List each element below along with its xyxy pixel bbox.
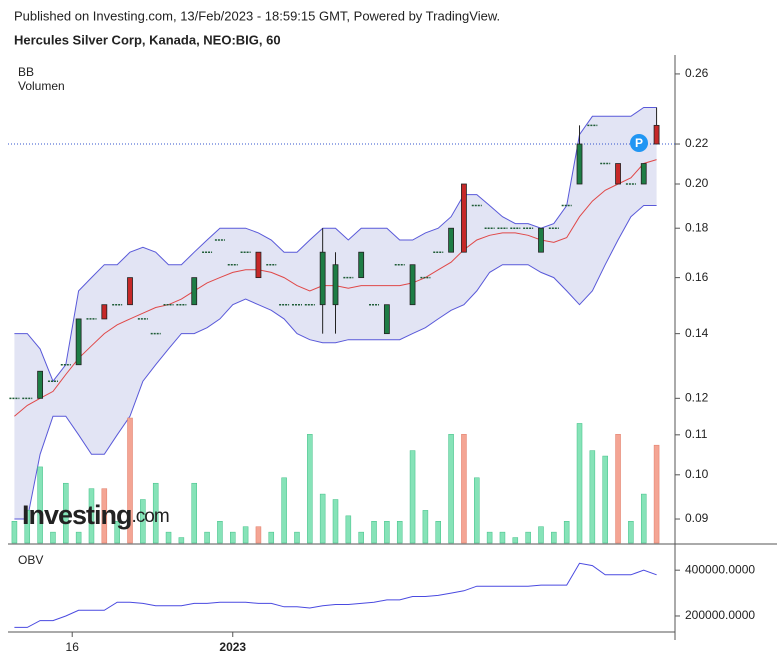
volume-bar — [384, 521, 390, 544]
legend-obv: OBV — [18, 553, 43, 567]
y-tick-label: 0.16 — [685, 270, 709, 284]
volume-bar — [88, 488, 95, 544]
volume-bar — [640, 493, 647, 544]
bb-lower — [14, 205, 657, 520]
legend-bb: BB — [18, 65, 34, 79]
volume-bar — [525, 531, 531, 544]
volume-bar — [140, 499, 146, 544]
y-tick-label: 0.22 — [685, 136, 709, 150]
volume-bar — [114, 521, 120, 544]
volume-bar — [396, 521, 403, 544]
volume-bar — [217, 521, 223, 544]
published-note: Published on Investing.com, 13/Feb/2023 … — [14, 8, 500, 23]
volume-bar — [461, 434, 467, 544]
bb-upper — [14, 107, 657, 383]
volume-bar — [127, 417, 133, 544]
y-tick-label: 0.18 — [685, 220, 709, 234]
volume-bar — [512, 537, 519, 544]
x-tick-label: 2023 — [219, 640, 246, 654]
volume-bar — [486, 531, 493, 544]
obv-tick-label: 200000.0000 — [685, 608, 755, 622]
volume-bar — [230, 531, 236, 544]
obv-line — [14, 562, 657, 628]
candle-body — [461, 183, 467, 253]
chart-title: Hercules Silver Corp, Kanada, NEO:BIG, 6… — [14, 32, 281, 47]
volume-bar — [268, 531, 275, 544]
volume-bar — [576, 423, 583, 544]
volume-bar — [448, 434, 454, 544]
volume-bar — [191, 482, 197, 544]
volume-bar — [422, 510, 429, 544]
candle-body — [75, 318, 82, 366]
volume-bar — [165, 531, 172, 544]
candle-body — [319, 251, 326, 306]
y-tick-label: 0.26 — [685, 66, 709, 80]
candle-body — [332, 264, 339, 306]
volume-bar — [50, 531, 56, 544]
volume-bar — [37, 466, 43, 544]
candle-body — [576, 143, 583, 185]
candle-body — [653, 124, 660, 145]
watermark-suffix: .com — [132, 506, 169, 527]
marker-label: P — [635, 136, 643, 150]
volume-bar — [538, 526, 544, 544]
candle-body — [409, 264, 416, 306]
volume-bar — [11, 521, 18, 544]
volume-bar — [294, 531, 300, 544]
y-tick-label: 0.09 — [685, 511, 709, 525]
y-tick-label: 0.14 — [685, 326, 709, 340]
watermark-word: Investing — [22, 500, 132, 530]
volume-bar — [63, 482, 69, 544]
volume-bar — [371, 521, 377, 544]
volume-bar — [602, 455, 608, 544]
obv-tick-label: 400000.0000 — [685, 562, 755, 576]
volume-bar — [101, 488, 108, 544]
volume-bar — [409, 450, 416, 544]
volume-bar — [653, 444, 660, 544]
candle-body — [37, 370, 44, 399]
volume-bar — [204, 531, 210, 544]
volume-bar — [24, 510, 31, 544]
frame — [8, 55, 777, 640]
candle-body — [358, 251, 365, 279]
volume-bar — [563, 521, 570, 544]
candle-body — [101, 304, 108, 320]
volume-bar — [319, 493, 326, 544]
candle-body — [255, 251, 262, 279]
volume-bar — [589, 450, 596, 544]
candle-body — [640, 163, 647, 185]
legend-volume: Volumen — [18, 79, 65, 93]
y-tick-label: 0.11 — [685, 427, 708, 441]
candle-body — [615, 163, 621, 185]
volume-bar — [345, 515, 352, 544]
x-tick-label: 16 — [66, 640, 80, 654]
candle-body — [538, 227, 544, 253]
volume-bar — [435, 521, 441, 544]
volume-bar — [615, 434, 621, 544]
volume-bar — [281, 477, 287, 544]
volume-bar — [332, 499, 339, 544]
volume-bar — [242, 526, 249, 544]
volume-bar — [178, 537, 185, 544]
volume-bar — [551, 531, 557, 544]
volume-bar — [474, 477, 480, 544]
volume-bar — [628, 521, 634, 544]
volume-bar — [307, 434, 313, 544]
y-tick-label: 0.12 — [685, 390, 709, 404]
volume-bar — [499, 531, 506, 544]
marker — [630, 134, 648, 152]
volume-bar — [75, 531, 82, 544]
candle-body — [448, 227, 454, 253]
candle-body — [127, 277, 133, 306]
volume-bar — [358, 531, 364, 544]
watermark: Investing.com — [22, 500, 169, 530]
candle-body — [383, 304, 390, 335]
y-tick-label: 0.20 — [685, 176, 709, 190]
volume-bar — [255, 526, 262, 544]
y-tick-label: 0.10 — [685, 467, 709, 481]
volume-bar — [152, 482, 159, 544]
candle-body — [191, 277, 198, 306]
